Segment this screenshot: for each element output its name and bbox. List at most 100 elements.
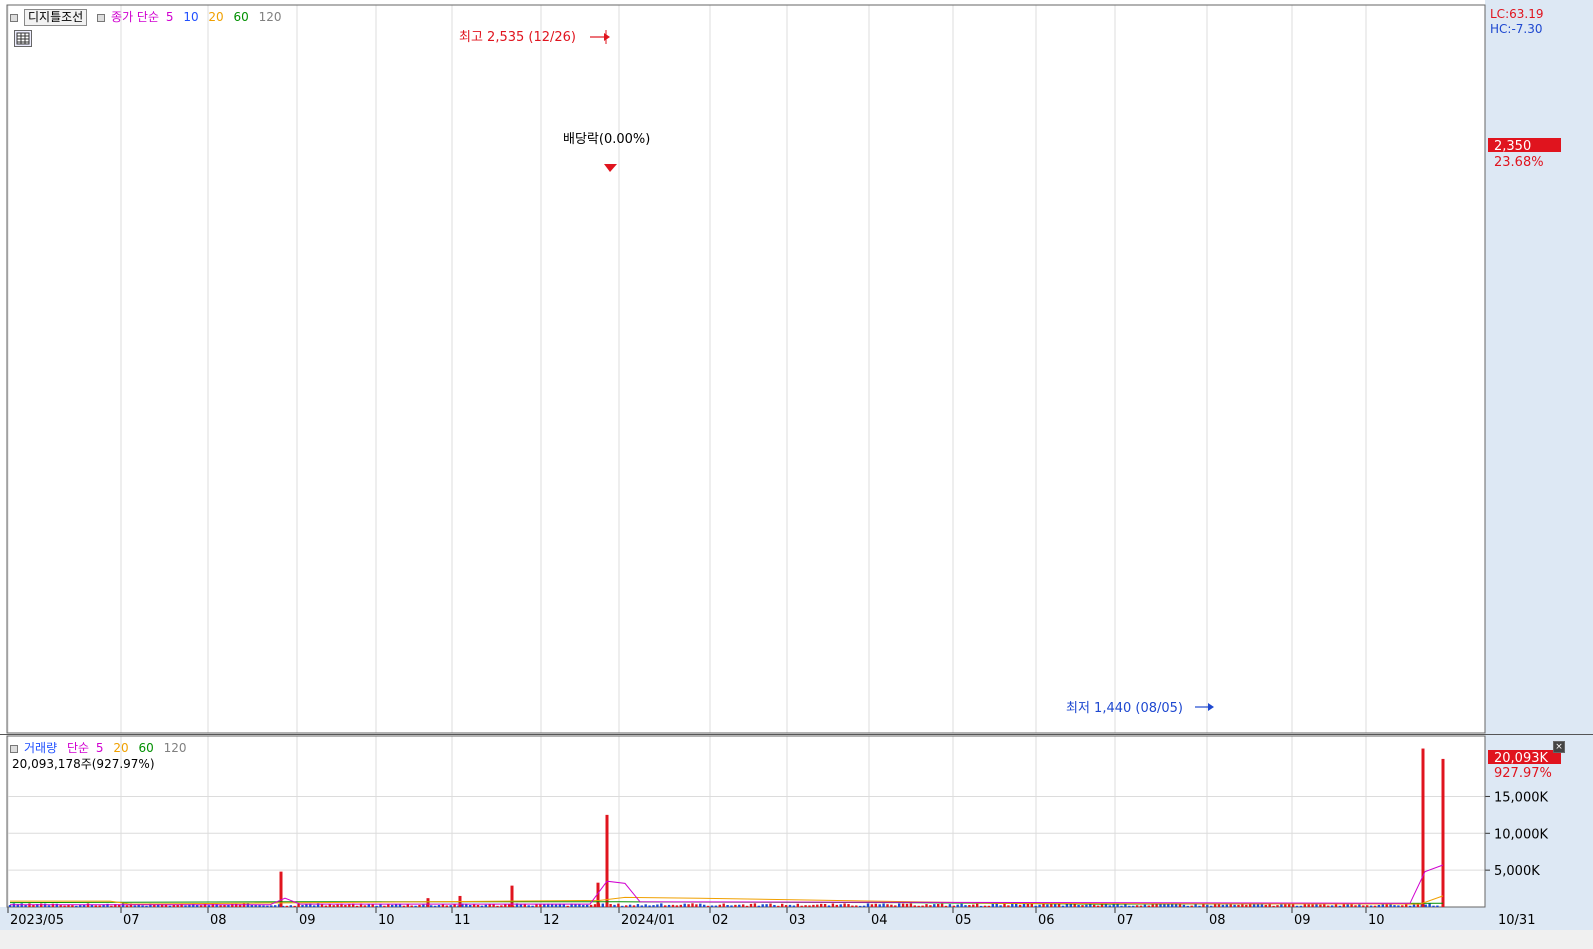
- volume-bar: [1307, 904, 1310, 907]
- volume-bar: [316, 903, 320, 907]
- volume-bar: [808, 905, 811, 907]
- volume-bar: [8, 905, 12, 907]
- volume-bar: [1202, 904, 1205, 907]
- volume-bar: [909, 903, 913, 907]
- volume-bar: [1030, 903, 1033, 907]
- volume-bar: [730, 905, 733, 907]
- volume-bar: [632, 905, 636, 907]
- x-tick-label: 10: [378, 913, 395, 928]
- volume-bar: [983, 905, 987, 907]
- ma120-label: 120: [258, 10, 282, 24]
- volume-bar: [328, 904, 331, 907]
- volume-spike: [426, 898, 430, 907]
- volume-bar: [905, 903, 909, 907]
- volume-bar: [578, 904, 581, 907]
- x-tick-label: 02: [712, 913, 729, 928]
- volume-bar: [609, 904, 612, 907]
- volume-bar: [488, 903, 491, 907]
- volume-bar: [375, 905, 378, 907]
- volume-bar: [679, 904, 682, 907]
- table-view-icon[interactable]: [14, 30, 32, 47]
- volume-bar: [1190, 905, 1193, 907]
- volume-bar: [574, 903, 577, 907]
- volume-bar: [410, 905, 413, 907]
- volume-bar: [929, 905, 932, 907]
- volume-bar: [734, 904, 737, 907]
- volume-spike: [605, 814, 609, 907]
- volume-bar: [168, 905, 172, 907]
- volume-bar: [1217, 904, 1221, 907]
- volume-bar: [1330, 905, 1334, 907]
- volume-tag: [1488, 750, 1561, 764]
- volume-bar: [558, 903, 562, 907]
- volume-bar: [469, 904, 472, 907]
- volume-bar: [1377, 904, 1381, 907]
- volume-bar: [874, 903, 877, 907]
- volume-bar: [1128, 905, 1131, 907]
- volume-bar: [1436, 905, 1439, 907]
- volume-bar: [480, 905, 484, 907]
- volume-bar: [1229, 904, 1232, 907]
- volume-bar: [948, 904, 952, 907]
- volume-bar: [738, 904, 741, 907]
- volume-bar: [449, 905, 452, 907]
- volume-bar: [461, 903, 464, 907]
- dividend-marker: [604, 164, 617, 172]
- volume-bar: [125, 905, 129, 907]
- volume-bar: [406, 904, 409, 907]
- volume-bar: [1167, 903, 1170, 907]
- volume-bar: [1159, 903, 1162, 907]
- volume-bar: [827, 905, 831, 907]
- volume-bar: [1241, 903, 1244, 907]
- volume-bar: [671, 904, 675, 907]
- volume-bar: [141, 905, 144, 907]
- volume-panel-frame: [6, 735, 1486, 908]
- volume-bar: [340, 903, 343, 907]
- volume-bar: [781, 903, 784, 907]
- volume-bar: [1210, 905, 1213, 907]
- volume-bar: [82, 904, 86, 907]
- close-icon[interactable]: ×: [1553, 741, 1565, 753]
- volume-bar: [617, 903, 620, 907]
- volume-bar: [925, 904, 928, 907]
- volume-bar: [527, 905, 530, 907]
- volume-bar: [1186, 905, 1189, 907]
- x-tick-label: 03: [789, 913, 806, 928]
- volume-bar: [1057, 904, 1061, 907]
- volume-bar: [960, 903, 963, 907]
- volume-bar: [391, 904, 394, 907]
- volume-bar: [1295, 905, 1299, 907]
- volume-bar: [1393, 905, 1396, 907]
- volume-bar: [184, 905, 187, 907]
- volume-bar: [418, 904, 421, 907]
- volume-bar: [726, 904, 729, 907]
- volume-bar: [1221, 904, 1225, 907]
- volume-bar: [281, 905, 285, 907]
- volume-bar: [1362, 905, 1365, 907]
- stock-name-button[interactable]: 디지틀조선: [24, 9, 88, 26]
- volume-bar: [531, 905, 534, 907]
- dividend-annotation: 배당락(0.00%): [563, 132, 650, 147]
- volume-bar: [1354, 905, 1357, 907]
- volume-bar: [24, 904, 27, 907]
- ma20-label: 20: [208, 10, 224, 24]
- volume-bar: [1135, 905, 1139, 907]
- volume-bar: [621, 905, 624, 907]
- volume-label: 거래량: [24, 741, 58, 755]
- volume-bar: [745, 905, 749, 907]
- volume-bar: [1046, 904, 1049, 907]
- volume-bar: [628, 904, 632, 907]
- volume-bar: [164, 904, 168, 907]
- volume-bar: [523, 903, 526, 907]
- volume-bar: [1069, 903, 1072, 907]
- volume-bar: [1015, 903, 1018, 907]
- volume-bar: [1342, 903, 1345, 907]
- volume-bar: [1026, 903, 1030, 907]
- volume-bar: [691, 903, 694, 907]
- volume-bar: [63, 905, 66, 907]
- volume-bar: [882, 903, 885, 907]
- volume-bar: [211, 903, 214, 907]
- volume-bar: [710, 905, 714, 907]
- volume-bar: [266, 905, 269, 907]
- volume-bar: [968, 904, 971, 907]
